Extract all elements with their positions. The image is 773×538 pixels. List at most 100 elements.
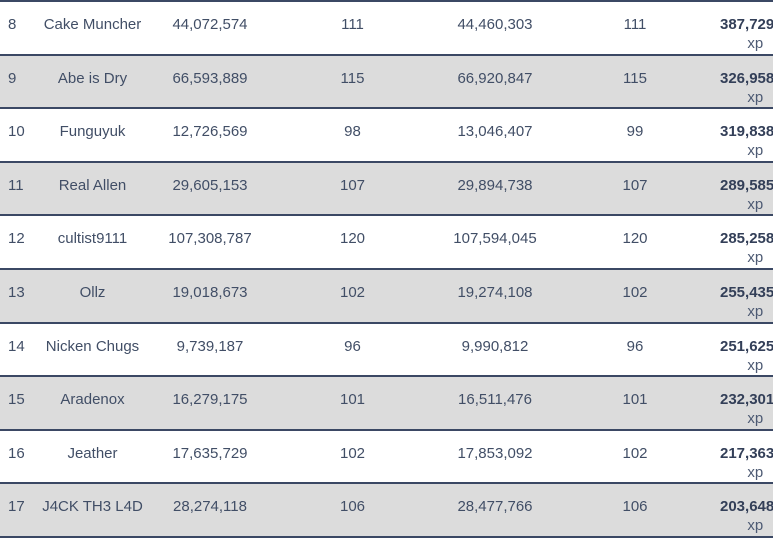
rank-cell: 15 bbox=[8, 391, 25, 409]
gained-xp-cell: 289,585 xp bbox=[720, 163, 773, 215]
current-level-cell: 102 bbox=[622, 283, 648, 301]
player-name[interactable]: Cake Muncher bbox=[43, 16, 142, 33]
gained-xp-value: 319,838 bbox=[720, 123, 773, 141]
player-name[interactable]: Real Allen bbox=[58, 176, 127, 194]
gained-xp-cell: 285,258 xp bbox=[720, 216, 773, 268]
current-xp-cell: 16,511,476 bbox=[458, 391, 532, 409]
start-xp-cell: 17,635,729 bbox=[172, 444, 248, 462]
gained-xp-value: 203,648 bbox=[720, 498, 773, 516]
start-level-cell: 98 bbox=[344, 123, 361, 141]
start-xp-cell: 29,605,153 bbox=[172, 176, 248, 194]
current-xp-cell: 29,894,738 bbox=[457, 176, 533, 194]
gained-xp-value: 255,435 bbox=[720, 283, 773, 301]
start-level-cell: 111 bbox=[341, 16, 364, 33]
rank-cell: 13 bbox=[8, 283, 25, 301]
start-xp-cell: 66,593,889 bbox=[172, 69, 248, 87]
player-name[interactable]: Jeather bbox=[67, 444, 118, 462]
start-xp-cell: 9,739,187 bbox=[176, 337, 244, 355]
gained-xp-value: 217,363 bbox=[720, 444, 773, 462]
leaderboard-row: 13 Ollz 19,018,673 102 19,274,108 102 25… bbox=[0, 267, 773, 322]
current-level-cell: 111 bbox=[623, 16, 647, 33]
gained-xp-cell: 217,363 xp bbox=[720, 431, 773, 483]
leaderboard-row: 14 Nicken Chugs 9,739,187 96 9,990,812 9… bbox=[0, 321, 773, 376]
gained-xp-value: 251,625 bbox=[720, 337, 773, 355]
xp-suffix-label: xp bbox=[747, 356, 764, 374]
player-name[interactable]: Aradenox bbox=[60, 391, 125, 409]
gained-xp-cell: 326,958 xp bbox=[720, 56, 773, 108]
current-xp-cell: 44,460,303 bbox=[457, 16, 533, 33]
rank-cell: 10 bbox=[8, 123, 25, 141]
current-xp-cell: 28,477,766 bbox=[457, 498, 533, 516]
gained-xp-cell: 255,435 xp bbox=[720, 270, 773, 322]
current-level-cell: 120 bbox=[622, 230, 648, 248]
start-level-cell: 101 bbox=[339, 391, 366, 409]
gained-xp-value: 326,958 bbox=[720, 69, 773, 87]
xp-suffix-label: xp bbox=[747, 463, 764, 481]
start-xp-cell: 16,279,175 bbox=[172, 391, 248, 409]
rank-cell: 14 bbox=[8, 337, 25, 355]
player-name[interactable]: Ollz bbox=[79, 283, 106, 301]
gained-xp-cell: 232,301 xp bbox=[720, 377, 773, 429]
player-name[interactable]: Funguyuk bbox=[59, 123, 126, 141]
leaderboard-row: 12 cultist9111 107,308,787 120 107,594,0… bbox=[0, 214, 773, 268]
start-level-cell: 102 bbox=[339, 444, 366, 462]
rank-cell: 16 bbox=[8, 444, 25, 462]
player-name[interactable]: Abe is Dry bbox=[57, 69, 128, 87]
current-level-cell: 106 bbox=[622, 498, 648, 516]
leaderboard-row: 9 Abe is Dry 66,593,889 115 66,920,847 1… bbox=[0, 53, 773, 108]
rank-cell: 9 bbox=[8, 69, 17, 87]
start-level-cell: 107 bbox=[339, 176, 366, 194]
start-xp-cell: 44,072,574 bbox=[172, 16, 248, 33]
start-level-cell: 120 bbox=[339, 230, 366, 248]
rank-cell: 8 bbox=[8, 16, 17, 33]
start-xp-cell: 28,274,118 bbox=[173, 498, 247, 516]
player-name[interactable]: J4CK TH3 L4D bbox=[42, 498, 143, 516]
current-xp-cell: 107,594,045 bbox=[453, 230, 537, 248]
rank-cell: 17 bbox=[8, 498, 25, 516]
current-level-cell: 102 bbox=[622, 444, 648, 462]
xp-suffix-label: xp bbox=[747, 249, 764, 267]
current-level-cell: 99 bbox=[626, 123, 644, 141]
xp-suffix-label: xp bbox=[747, 302, 764, 320]
current-xp-cell: 9,990,812 bbox=[461, 337, 529, 355]
current-level-cell: 101 bbox=[622, 391, 648, 409]
xp-suffix-label: xp bbox=[747, 410, 764, 428]
gained-xp-cell: 203,648 xp bbox=[720, 484, 773, 536]
leaderboard-row: 8 Cake Muncher 44,072,574 111 44,460,303… bbox=[0, 0, 773, 54]
start-level-cell: 106 bbox=[339, 498, 366, 516]
current-xp-cell: 13,046,407 bbox=[457, 123, 533, 141]
gained-xp-value: 289,585 bbox=[720, 176, 773, 194]
leaderboard-row: 17 J4CK TH3 L4D 28,274,118 106 28,477,76… bbox=[0, 482, 773, 536]
start-level-cell: 102 bbox=[339, 283, 366, 301]
current-level-cell: 107 bbox=[622, 176, 648, 194]
rank-cell: 11 bbox=[8, 176, 24, 194]
start-xp-cell: 12,726,569 bbox=[172, 123, 248, 141]
gained-xp-cell: 251,625 xp bbox=[720, 324, 773, 376]
current-level-cell: 115 bbox=[623, 69, 647, 87]
current-level-cell: 96 bbox=[626, 337, 644, 355]
player-name[interactable]: Nicken Chugs bbox=[45, 337, 140, 355]
start-xp-cell: 19,018,673 bbox=[172, 283, 248, 301]
gained-xp-cell: 319,838 xp bbox=[720, 109, 773, 161]
start-level-cell: 96 bbox=[344, 337, 361, 355]
gained-xp-value: 285,258 bbox=[720, 230, 773, 248]
leaderboard-row: 16 Jeather 17,635,729 102 17,853,092 102… bbox=[0, 428, 773, 483]
current-xp-cell: 66,920,847 bbox=[457, 69, 533, 87]
leaderboard-row: 15 Aradenox 16,279,175 101 16,511,476 10… bbox=[0, 375, 773, 429]
gained-xp-value: 387,729 bbox=[720, 16, 773, 33]
xp-suffix-label: xp bbox=[747, 35, 764, 52]
start-xp-cell: 107,308,787 bbox=[168, 230, 252, 248]
start-level-cell: 115 bbox=[340, 69, 365, 87]
leaderboard-row: 10 Funguyuk 12,726,569 98 13,046,407 99 … bbox=[0, 107, 773, 161]
leaderboard-row: 11 Real Allen 29,605,153 107 29,894,738 … bbox=[0, 160, 773, 215]
xp-suffix-label: xp bbox=[747, 88, 764, 106]
gained-xp-cell: 387,729 xp bbox=[720, 2, 773, 54]
xp-suffix-label: xp bbox=[747, 517, 764, 535]
gained-xp-value: 232,301 bbox=[720, 391, 773, 409]
current-xp-cell: 19,274,108 bbox=[457, 283, 533, 301]
rank-cell: 12 bbox=[8, 230, 25, 248]
player-name[interactable]: cultist9111 bbox=[57, 230, 128, 248]
xp-suffix-label: xp bbox=[747, 195, 764, 213]
xp-suffix-label: xp bbox=[747, 142, 764, 160]
